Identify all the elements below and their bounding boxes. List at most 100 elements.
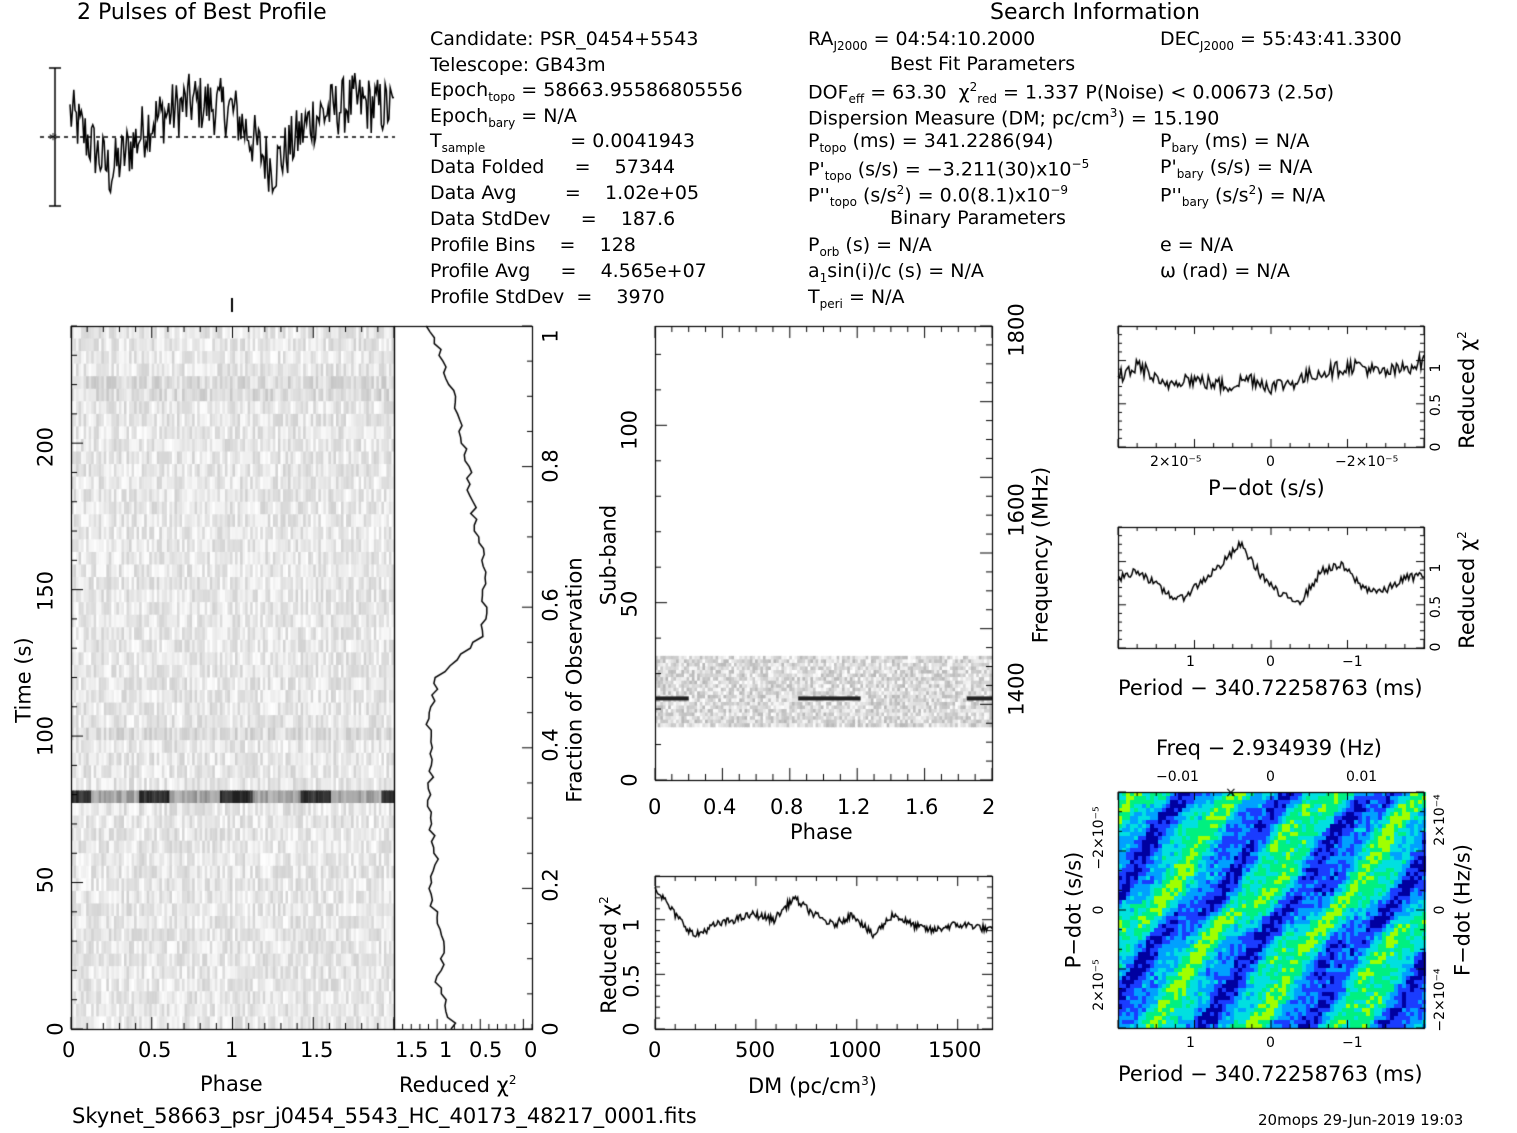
p-bary-line: Pbary (ms) = N/A <box>1160 130 1310 155</box>
pd-ytick-2: 1 <box>1428 363 1444 373</box>
tc-xtick-0: 1.5 <box>395 1038 429 1062</box>
map-y2tick-2: −2×10⁻⁴ <box>1432 968 1448 1032</box>
tp-xtick-0: 0 <box>62 1038 76 1062</box>
per-ytick-1: 0.5 <box>1428 595 1444 619</box>
t-sample-line: Tsample = 0.0041943 <box>430 130 695 155</box>
tc-xtick-3: 0 <box>524 1038 538 1062</box>
per-xtick-1: 0 <box>1266 654 1275 670</box>
dm-line: Dispersion Measure (DM; pc/cm3) = 15.190 <box>808 106 1220 130</box>
map-y2tick-1: 0 <box>1432 905 1448 915</box>
epoch-topo-line: Epochtopo = 58663.95586805556 <box>430 79 743 104</box>
map-x2tick-0: −0.01 <box>1156 769 1199 785</box>
sb-ytick-1: 50 <box>617 590 642 618</box>
pd-xtick-1: 0 <box>1266 454 1275 470</box>
best-fit-title: Best Fit Parameters <box>890 53 1076 75</box>
per-xtick-0: 1 <box>1186 654 1195 670</box>
tp-xtick-3: 1.5 <box>300 1038 334 1062</box>
sb-xtick-3: 1.2 <box>837 795 871 819</box>
fraction-axis-label: Fraction of Observation <box>562 557 587 803</box>
phase-axis-label: Phase <box>200 1072 263 1096</box>
dof-chi-line: DOFeff = 63.30 χ2red = 1.337 P(Noise) < … <box>808 80 1335 107</box>
per-xtick-2: −1 <box>1342 654 1363 670</box>
map-xtick-2: −1 <box>1342 1035 1363 1051</box>
pdd-topo-line: P''topo (s/s2) = 0.0(8.1)x10−9 <box>808 183 1069 210</box>
dm-xtick-2: 1000 <box>828 1038 882 1062</box>
per-ytick-0: 0 <box>1428 642 1444 652</box>
per-ytick-2: 1 <box>1428 563 1444 573</box>
tp-xtick-2: 1 <box>225 1038 239 1062</box>
pd-xlabel: P−dot (s/s) <box>1208 476 1325 500</box>
dm-ylabel: Reduced χ2 <box>597 896 621 1014</box>
sb-ytick-0: 0 <box>617 773 642 787</box>
map-xtick-0: 1 <box>1186 1035 1195 1051</box>
footer-stamp: 20mops 29-Jun-2019 19:03 <box>1258 1111 1464 1129</box>
sb-xtick-5: 2 <box>982 795 996 819</box>
sb-ytick-2: 100 <box>617 409 642 451</box>
p-orb-line: Porb (s) = N/A <box>808 234 932 259</box>
dm-xlabel: DM (pc/cm3) <box>748 1074 877 1098</box>
sb-phase-label: Phase <box>790 820 853 844</box>
pd-xtick-0: 2×10⁻⁵ <box>1150 454 1202 470</box>
freq-label: Freq − 2.934939 (Hz) <box>1156 736 1382 760</box>
tc-xtick-1: 1 <box>439 1038 453 1062</box>
sb-xtick-1: 0.4 <box>703 795 737 819</box>
tc-ytick-1: 0.2 <box>538 868 563 902</box>
p-topo-line: Ptopo (ms) = 341.2286(94) <box>808 130 1054 155</box>
pd-xtick-2: −2×10⁻⁵ <box>1335 454 1399 470</box>
pd-bary-line: P'bary (s/s) = N/A <box>1160 156 1313 181</box>
tc-ytick-0: 0 <box>538 1022 563 1036</box>
pd-ytick-1: 0.5 <box>1428 393 1444 417</box>
map-ytick-0: −2×10⁻⁵ <box>1091 806 1107 870</box>
chi2-axis-label: Reduced χ2 <box>399 1073 517 1097</box>
dm-xtick-3: 1500 <box>928 1038 982 1062</box>
sb-y2tick-0: 1400 <box>1004 662 1029 716</box>
candidate-line: Candidate: PSR_0454+5543 <box>430 28 699 50</box>
sb-xtick-0: 0 <box>648 795 662 819</box>
pd-ylabel: Reduced χ2 <box>1455 331 1479 449</box>
tc-ytick-2: 0.4 <box>538 728 563 762</box>
binary-title: Binary Parameters <box>890 207 1066 229</box>
tc-ytick-5: 1 <box>538 329 563 343</box>
e-line: e = N/A <box>1160 234 1234 256</box>
telescope-line: Telescope: GB43m <box>430 54 606 76</box>
ra-line: RAJ2000 = 04:54:10.2000 <box>808 28 1036 53</box>
map-xlabel: Period − 340.72258763 (ms) <box>1118 1062 1423 1086</box>
pd-topo-line: P'topo (s/s) = −3.211(30)x10−5 <box>808 157 1090 184</box>
dec-line: DECJ2000 = 55:43:41.3300 <box>1160 28 1402 53</box>
data-avg-line: Data Avg = 1.02e+05 <box>430 182 700 204</box>
profile-avg-line: Profile Avg = 4.565e+07 <box>430 260 707 282</box>
time-axis-label: Time (s) <box>11 637 36 723</box>
dm-ytick-1: 0.5 <box>619 964 644 998</box>
tc-ytick-3: 0.6 <box>538 588 563 622</box>
sb-xtick-4: 1.6 <box>905 795 939 819</box>
map-ytick-2: 2×10⁻⁵ <box>1091 959 1107 1011</box>
omega-line: ω (rad) = N/A <box>1160 260 1290 282</box>
sb-xtick-2: 0.8 <box>770 795 804 819</box>
sb-y2tick-2: 1800 <box>1004 303 1029 357</box>
per-ylabel: Reduced χ2 <box>1455 531 1479 649</box>
footer-filename: Skynet_58663_psr_j0454_5543_HC_40173_482… <box>72 1104 697 1128</box>
frequency-axis-label: Frequency (MHz) <box>1028 466 1053 644</box>
dm-ytick-2: 1 <box>619 918 644 932</box>
subband-axis-label: Sub-band <box>596 504 621 606</box>
tc-xtick-2: 0.5 <box>469 1038 503 1062</box>
map-x2tick-1: 0 <box>1266 769 1275 785</box>
tp-ytick-1: 50 <box>33 866 58 894</box>
epoch-bary-line: Epochbary = N/A <box>430 105 577 130</box>
sb-y2tick-1: 1600 <box>1004 483 1029 537</box>
map-xtick-1: 0 <box>1266 1035 1275 1051</box>
tp-ytick-4: 200 <box>33 426 58 468</box>
map-ytick-1: 0 <box>1091 905 1107 915</box>
t-peri-line: Tperi = N/A <box>808 286 905 311</box>
data-folded-line: Data Folded = 57344 <box>430 156 676 178</box>
profile-bins-line: Profile Bins = 128 <box>430 234 636 256</box>
per-xlabel: Period − 340.72258763 (ms) <box>1118 676 1423 700</box>
tp-ytick-0: 0 <box>43 1022 68 1036</box>
tp-xtick-1: 0.5 <box>138 1038 172 1062</box>
tp-ytick-3: 150 <box>33 570 58 612</box>
a1sini-line: a1sin(i)/c (s) = N/A <box>808 260 984 285</box>
tp-ytick-2: 100 <box>33 715 58 757</box>
search-title: Search Information <box>990 0 1200 25</box>
profile-stddev-line: Profile StdDev = 3970 <box>430 286 665 308</box>
